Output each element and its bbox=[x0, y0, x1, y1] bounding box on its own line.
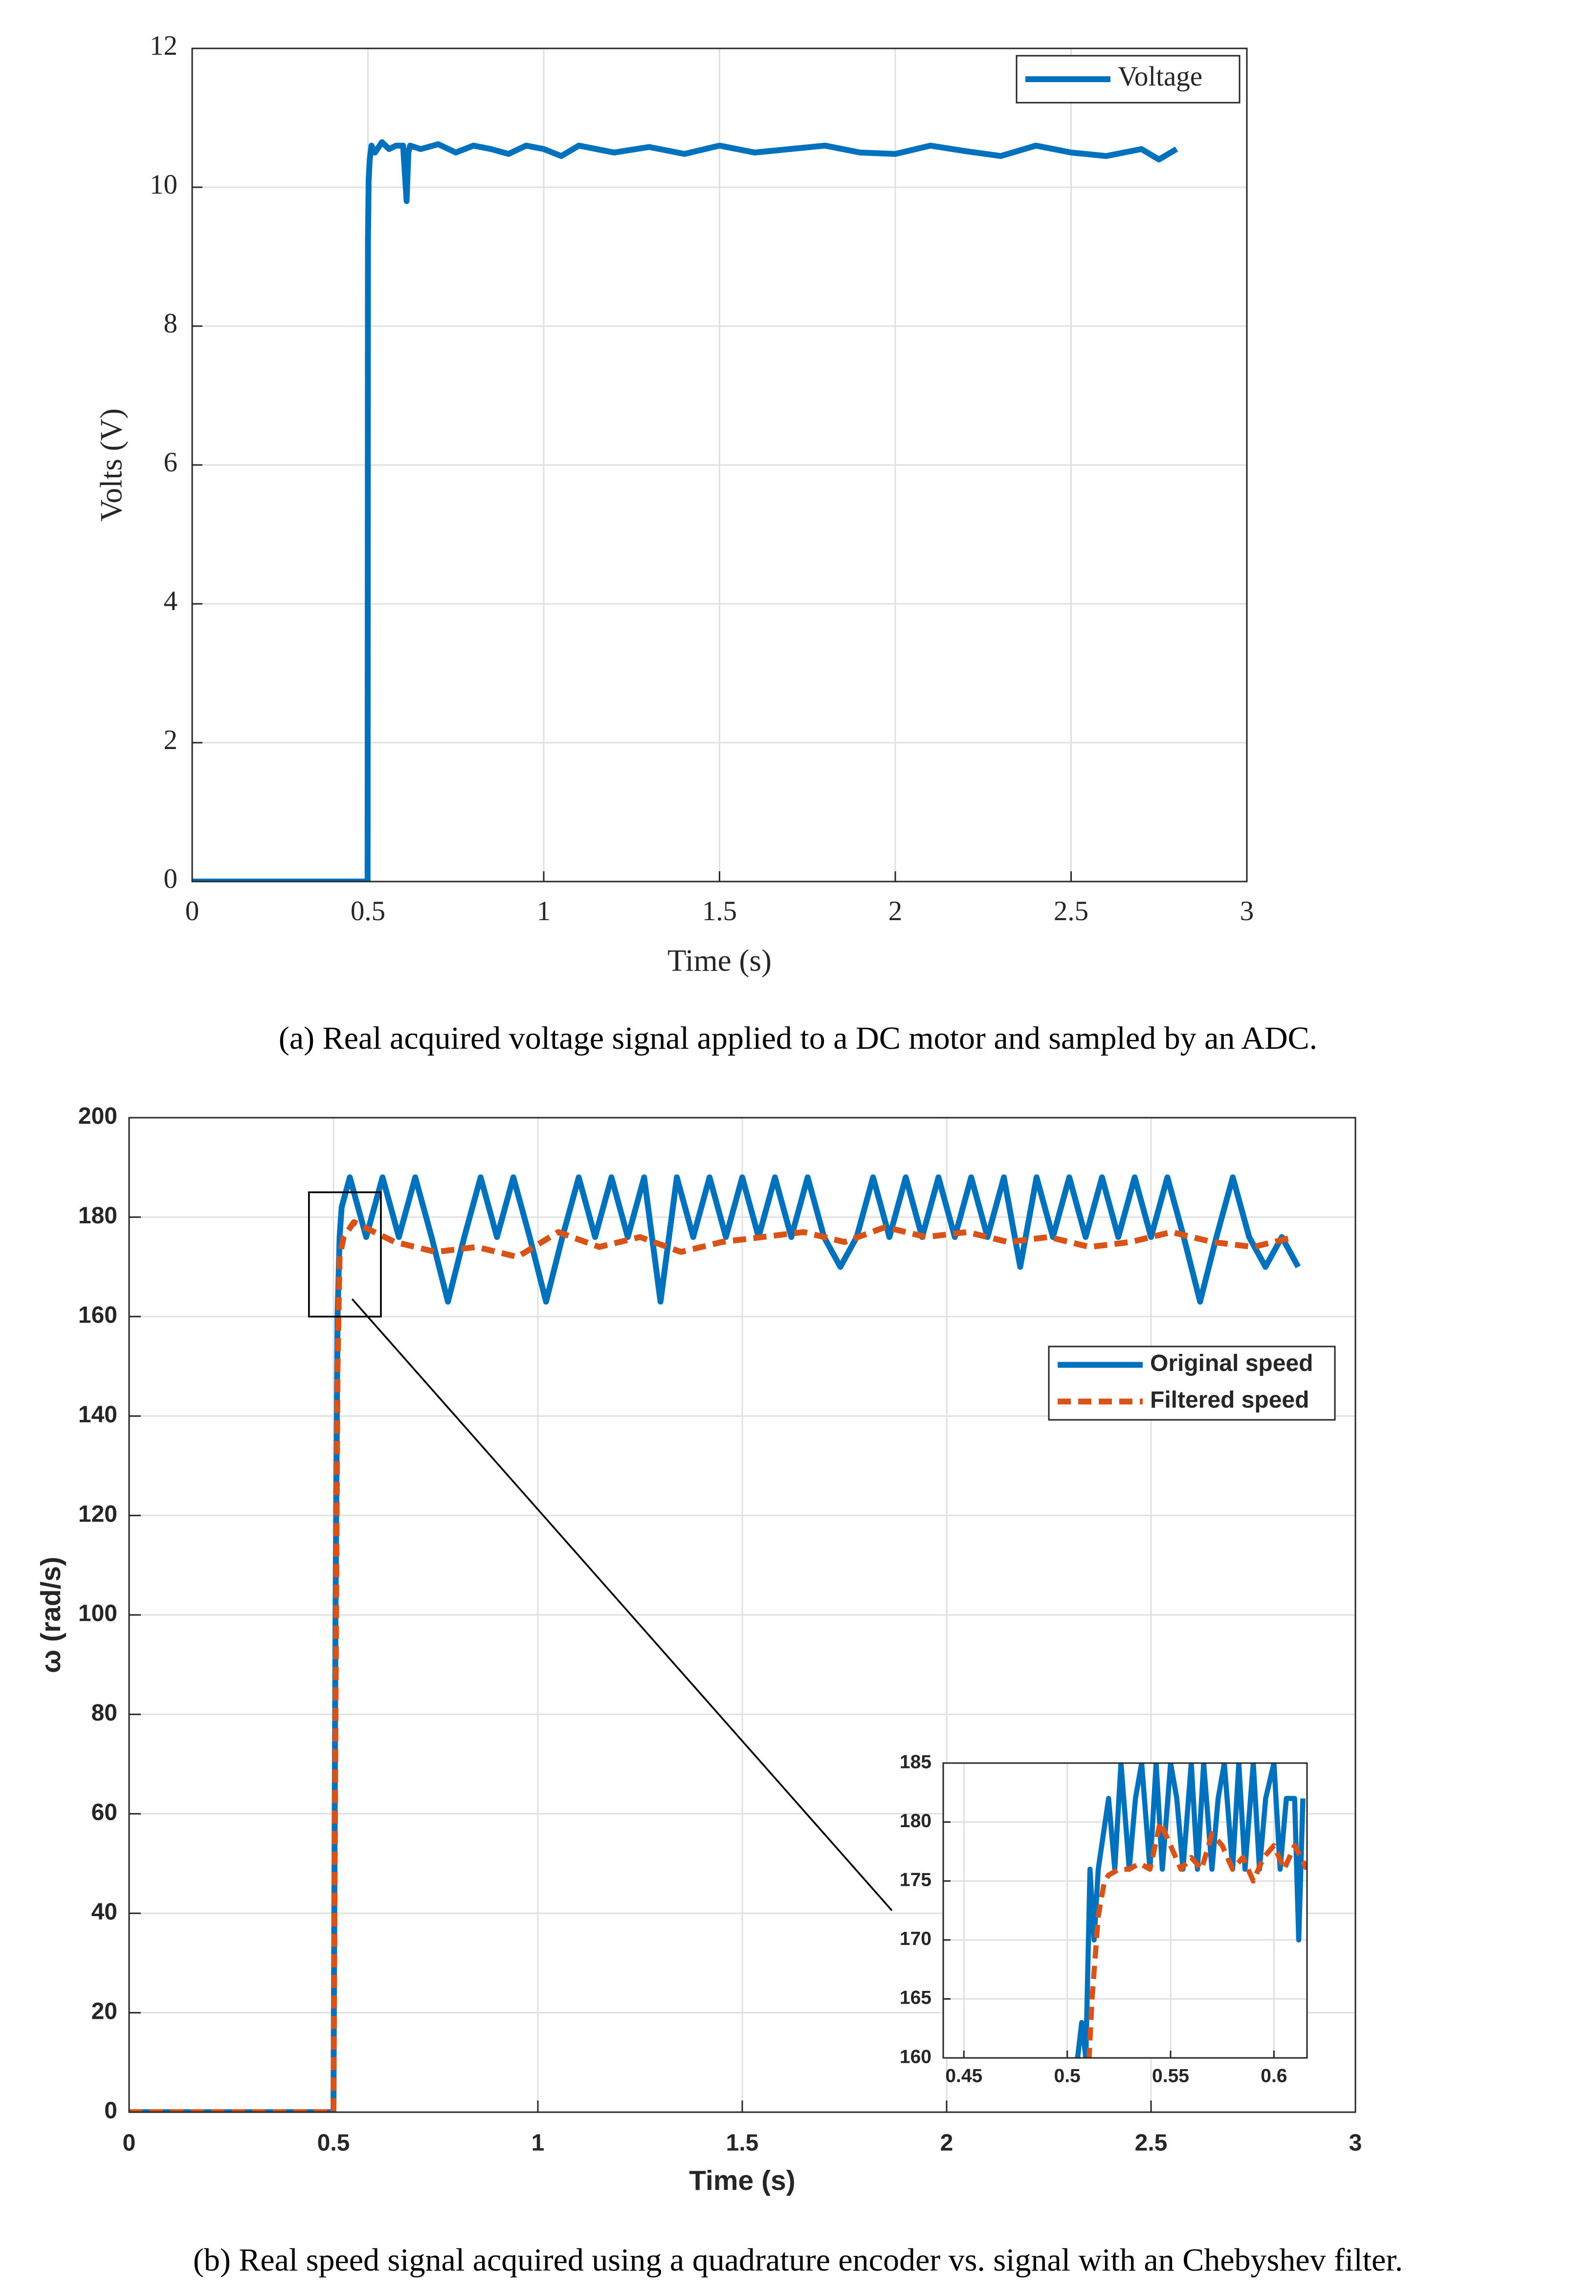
y-tick-label: 0 bbox=[164, 863, 178, 894]
data-line bbox=[129, 1219, 1295, 2113]
y-tick-label: 120 bbox=[78, 1501, 117, 1527]
plot-frame bbox=[191, 47, 1248, 883]
y-tick-label: 4 bbox=[164, 586, 178, 617]
data-line bbox=[1075, 1763, 1306, 2058]
x-axis-label: Time (s) bbox=[689, 2165, 796, 2196]
caption: (a) Real acquired voltage signal applied… bbox=[279, 1020, 1317, 1056]
y-tick-label: 8 bbox=[164, 308, 178, 339]
x-tick-label: 2.5 bbox=[1135, 2130, 1168, 2156]
plot-frame bbox=[942, 1762, 1308, 2059]
x-tick-label: 0 bbox=[123, 2130, 136, 2156]
legend-box bbox=[1048, 1346, 1336, 1421]
y-tick-label: 160 bbox=[78, 1302, 117, 1328]
x-tick-label: 1 bbox=[532, 2130, 545, 2156]
x-tick-label: 0.6 bbox=[1261, 2065, 1287, 2086]
lines bbox=[192, 139, 1178, 882]
legend-label: Filtered speed bbox=[1150, 1387, 1309, 1413]
y-tick-label: 6 bbox=[164, 447, 178, 478]
x-tick-label: 0.45 bbox=[945, 2065, 982, 2086]
chart: 0.45 0.5 0.55 0.6 160 165 170 175 180 185 bbox=[900, 1751, 1308, 2086]
x-tick-label: 2.5 bbox=[1054, 896, 1088, 927]
y-tick-label: 0 bbox=[104, 2098, 117, 2124]
x-tick-label: 2 bbox=[888, 896, 903, 927]
x-tick-label: 0.5 bbox=[1054, 2065, 1081, 2086]
y-tick-label: 200 bbox=[78, 1104, 117, 1129]
x-tick-label: 3 bbox=[1240, 896, 1254, 927]
y-tick-label: 2 bbox=[164, 725, 178, 755]
x-tick-label: 1.5 bbox=[726, 2130, 759, 2156]
y-tick-label: 80 bbox=[91, 1700, 117, 1726]
y-tick-label: 100 bbox=[78, 1601, 117, 1627]
y-axis-label: ω (rad/s) bbox=[35, 1557, 66, 1673]
caption: (b) Real speed signal acquired using a q… bbox=[193, 2242, 1403, 2278]
x-tick-label: 0.55 bbox=[1152, 2065, 1189, 2086]
y-tick-label: 160 bbox=[900, 2046, 931, 2067]
x-tick-label: 0 bbox=[185, 896, 200, 927]
legend-label: Original speed bbox=[1150, 1350, 1313, 1376]
lines bbox=[129, 1174, 1301, 2113]
x-tick-label: 1.5 bbox=[702, 896, 737, 927]
lines bbox=[1075, 1763, 1307, 2058]
x-tick-label: 1 bbox=[537, 896, 551, 927]
x-tick-label: 2 bbox=[940, 2130, 953, 2156]
y-tick-label: 60 bbox=[91, 1799, 117, 1825]
y-tick-label: 40 bbox=[91, 1899, 117, 1925]
y-axis-label: Volts (V) bbox=[94, 408, 128, 522]
legend-label: Voltage bbox=[1118, 61, 1202, 92]
y-tick-label: 175 bbox=[900, 1870, 931, 1891]
data-line bbox=[192, 139, 1178, 882]
y-tick-label: 185 bbox=[900, 1751, 931, 1772]
data-line bbox=[129, 1174, 1301, 2113]
zoom-connector bbox=[351, 1298, 893, 1911]
x-axis-label: Time (s) bbox=[667, 943, 772, 977]
chart: 0 0.5 1 1.5 2 2.5 3 0 2 4 6 8 10 12 Time (s) Volts (V) V… bbox=[94, 30, 1254, 977]
y-tick-label: 180 bbox=[900, 1810, 931, 1832]
y-tick-label: 170 bbox=[900, 1928, 931, 1949]
y-tick-label: 140 bbox=[78, 1402, 117, 1428]
y-tick-label: 20 bbox=[91, 1998, 117, 2024]
data-line bbox=[1086, 1819, 1307, 2058]
y-tick-label: 10 bbox=[150, 169, 177, 200]
x-tick-label: 0.5 bbox=[317, 2130, 350, 2156]
y-tick-label: 165 bbox=[900, 1987, 931, 2009]
x-tick-label: 0.5 bbox=[351, 896, 385, 927]
plot-frame bbox=[128, 1117, 1356, 2113]
zoom-box bbox=[308, 1191, 382, 1318]
x-tick-label: 3 bbox=[1349, 2130, 1362, 2156]
y-tick-label: 180 bbox=[78, 1203, 117, 1229]
y-tick-label: 12 bbox=[150, 30, 177, 61]
